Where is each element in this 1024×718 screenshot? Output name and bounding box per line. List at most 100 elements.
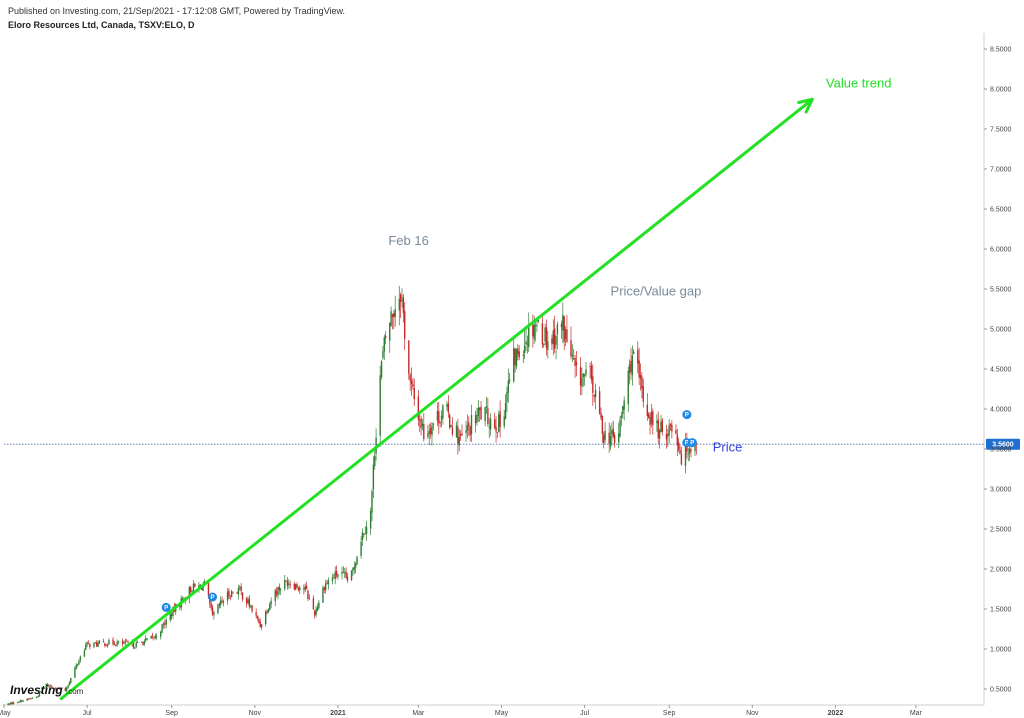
event-marker[interactable] — [161, 602, 171, 612]
candle-body — [93, 642, 95, 647]
candle-body — [304, 586, 306, 591]
candle-body — [665, 434, 668, 440]
candle-body — [371, 491, 373, 513]
candle-body — [688, 448, 691, 454]
candle-body — [476, 415, 478, 423]
candle-body — [547, 341, 549, 350]
candle-body — [488, 426, 490, 428]
candle-body — [79, 656, 82, 661]
candle-body — [142, 642, 144, 645]
candle-body — [566, 329, 568, 343]
event-marker[interactable] — [682, 410, 692, 420]
candle-body — [289, 583, 291, 585]
candle-body — [413, 387, 415, 400]
candle-body — [455, 425, 458, 438]
candle-body — [127, 642, 129, 644]
y-tick-label: 1.0000 — [990, 647, 1012, 654]
symbol-title: Eloro Resources Ltd, Canada, TSXV:ELO, D — [8, 20, 195, 30]
x-tick-label: May — [495, 710, 509, 717]
candle-body — [236, 592, 238, 594]
candle-body — [172, 607, 174, 616]
event-marker-label: P — [164, 605, 168, 611]
candle-body — [117, 641, 120, 643]
candle-body — [85, 644, 87, 650]
x-tick-label: Mar — [910, 710, 923, 717]
candle-body — [657, 419, 659, 439]
y-tick-label: 2.0000 — [990, 567, 1012, 574]
candle-body — [630, 360, 632, 373]
candle-body — [308, 597, 311, 599]
candle-body — [480, 406, 482, 420]
candle-body — [37, 696, 39, 697]
candle-body — [237, 588, 240, 595]
candle-body — [489, 419, 492, 430]
candle-body — [551, 338, 553, 344]
candle-body — [345, 571, 347, 578]
candle-body — [30, 698, 32, 700]
candle-body — [612, 428, 614, 437]
candle-body — [390, 311, 392, 327]
candle-body — [314, 610, 316, 616]
candle-body — [134, 647, 136, 649]
candle-body — [608, 432, 610, 444]
candle-body — [55, 687, 57, 690]
candle-body — [694, 442, 696, 452]
candle-body — [534, 325, 537, 327]
candle-body — [518, 351, 520, 358]
candle-body — [255, 612, 257, 616]
candle-body — [650, 411, 653, 424]
candle-body — [48, 685, 50, 687]
candle-body — [213, 612, 215, 616]
candle-body — [496, 432, 499, 433]
candle-body — [326, 582, 328, 584]
x-tick-label: Mar — [412, 710, 425, 717]
candle-body — [642, 386, 644, 402]
candle-body — [408, 340, 410, 374]
candle-body — [38, 692, 41, 697]
candle-body — [528, 324, 530, 348]
candle-body — [221, 601, 223, 602]
candle-body — [135, 642, 137, 648]
event-marker[interactable] — [208, 592, 218, 602]
candle-body — [504, 402, 507, 419]
candle-body — [603, 434, 605, 443]
candle-body — [526, 343, 529, 345]
candle-body — [256, 615, 259, 619]
candle-body — [188, 587, 191, 599]
candle-body — [412, 384, 414, 387]
y-tick-label: 8.5000 — [990, 47, 1012, 54]
y-tick-label: 4.5000 — [990, 367, 1012, 374]
candle-body — [450, 425, 452, 428]
candle-body — [556, 324, 559, 335]
candle-body — [102, 640, 105, 643]
candle-body — [105, 645, 107, 646]
candle-body — [604, 430, 606, 440]
candle-body — [532, 323, 534, 337]
candle-body — [19, 700, 22, 702]
candle-body — [67, 685, 69, 689]
candle-body — [380, 361, 383, 378]
event-marker[interactable] — [687, 438, 697, 448]
candle-body — [145, 638, 147, 641]
candle-body — [592, 376, 594, 393]
candle-body — [449, 414, 451, 428]
candle-body — [641, 376, 643, 389]
y-tick-label: 8.0000 — [990, 87, 1012, 94]
candle-body — [389, 322, 391, 341]
candle-body — [495, 426, 497, 432]
candle-body — [436, 410, 439, 421]
x-tick-label: 2022 — [828, 710, 844, 717]
candle-body — [372, 464, 375, 490]
candle-body — [259, 622, 261, 627]
candle-body — [36, 697, 38, 699]
candle-body — [563, 316, 565, 342]
candle-body — [363, 533, 365, 536]
candle-body — [466, 425, 469, 431]
candle-body — [583, 373, 586, 376]
candle-body — [487, 408, 489, 424]
y-tick-label: 0.5000 — [990, 687, 1012, 694]
candle-body — [86, 642, 88, 645]
candle-body — [104, 643, 106, 646]
logo-name: Investing — [10, 683, 63, 697]
